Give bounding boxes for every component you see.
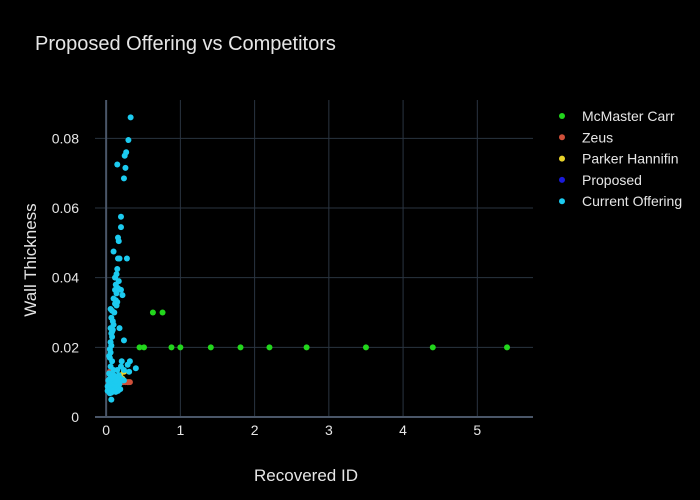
data-point[interactable]: [177, 344, 184, 351]
x-tick-label: 5: [473, 422, 481, 438]
data-point[interactable]: [504, 344, 511, 351]
data-point[interactable]: [136, 344, 143, 351]
legend-item[interactable]: Zeus: [559, 129, 613, 145]
data-point[interactable]: [113, 290, 120, 297]
data-point[interactable]: [117, 286, 124, 293]
data-point[interactable]: [109, 358, 116, 365]
data-point[interactable]: [124, 361, 131, 368]
data-point[interactable]: [168, 344, 175, 351]
data-point[interactable]: [110, 248, 117, 255]
legend-item[interactable]: McMaster Carr: [559, 108, 675, 124]
data-point[interactable]: [362, 344, 369, 351]
data-point[interactable]: [114, 265, 121, 272]
data-point[interactable]: [125, 137, 132, 144]
data-point[interactable]: [126, 379, 133, 386]
data-point[interactable]: [120, 366, 127, 373]
legend[interactable]: McMaster Carr Zeus Parker Hannifin Proposed…: [559, 108, 682, 209]
grid: [95, 100, 533, 417]
data-point[interactable]: [111, 309, 118, 316]
data-point[interactable]: [159, 309, 166, 316]
data-point[interactable]: [132, 365, 139, 372]
legend-label: Proposed: [582, 172, 642, 188]
data-point[interactable]: [109, 333, 116, 340]
data-point[interactable]: [126, 368, 133, 375]
legend-marker: [559, 155, 565, 162]
data-point[interactable]: [114, 161, 121, 168]
data-point[interactable]: [237, 344, 244, 351]
data-point[interactable]: [116, 325, 123, 332]
data-point[interactable]: [117, 213, 124, 220]
x-tick-label: 4: [399, 422, 407, 438]
data-point[interactable]: [116, 255, 123, 262]
data-point[interactable]: [127, 114, 134, 121]
x-tick-label: 0: [102, 422, 110, 438]
legend-label: McMaster Carr: [582, 108, 675, 124]
data-point[interactable]: [121, 152, 128, 159]
data-points: [104, 114, 511, 403]
legend-label: Zeus: [582, 129, 613, 145]
y-tick-label: 0: [71, 409, 79, 425]
data-point[interactable]: [120, 377, 127, 384]
y-tick-label: 0.06: [52, 200, 79, 216]
y-axis-label: Wall Thickness: [21, 203, 40, 316]
data-point[interactable]: [119, 292, 126, 299]
legend-item[interactable]: Proposed: [559, 172, 642, 188]
legend-marker: [559, 176, 565, 183]
x-tick-label: 1: [176, 422, 184, 438]
x-axis-label: Recovered ID: [254, 466, 358, 485]
data-point[interactable]: [149, 309, 156, 316]
legend-marker: [559, 113, 565, 119]
data-point[interactable]: [112, 388, 119, 395]
axes: 0 1 2 3 4 5 0 0.02 0.04 0.06 0.08: [52, 100, 533, 438]
y-tick-label: 0.02: [52, 339, 79, 355]
data-point[interactable]: [120, 175, 127, 182]
legend-label: Current Offering: [582, 193, 682, 209]
data-point[interactable]: [120, 337, 127, 344]
data-point[interactable]: [122, 164, 129, 171]
legend-label: Parker Hannifin: [582, 151, 679, 167]
data-point[interactable]: [113, 302, 120, 309]
x-tick-label: 2: [251, 422, 259, 438]
chart-title: Proposed Offering vs Competitors: [35, 33, 336, 55]
data-point[interactable]: [117, 224, 124, 231]
data-point[interactable]: [207, 344, 214, 351]
legend-marker: [559, 198, 565, 205]
legend-item[interactable]: Current Offering: [559, 193, 682, 209]
data-point[interactable]: [118, 358, 125, 365]
x-tick-label: 3: [325, 422, 333, 438]
y-tick-label: 0.04: [52, 270, 79, 286]
data-point[interactable]: [123, 255, 130, 262]
data-point[interactable]: [115, 238, 122, 245]
legend-marker: [559, 134, 565, 141]
data-point[interactable]: [303, 344, 310, 351]
y-tick-label: 0.08: [52, 130, 79, 146]
legend-item[interactable]: Parker Hannifin: [559, 151, 679, 167]
series-current-offering: [104, 114, 139, 403]
data-point[interactable]: [266, 344, 273, 351]
data-point[interactable]: [429, 344, 436, 351]
data-point[interactable]: [114, 366, 121, 373]
data-point[interactable]: [106, 390, 113, 397]
data-point[interactable]: [108, 396, 115, 403]
data-point[interactable]: [140, 344, 147, 351]
